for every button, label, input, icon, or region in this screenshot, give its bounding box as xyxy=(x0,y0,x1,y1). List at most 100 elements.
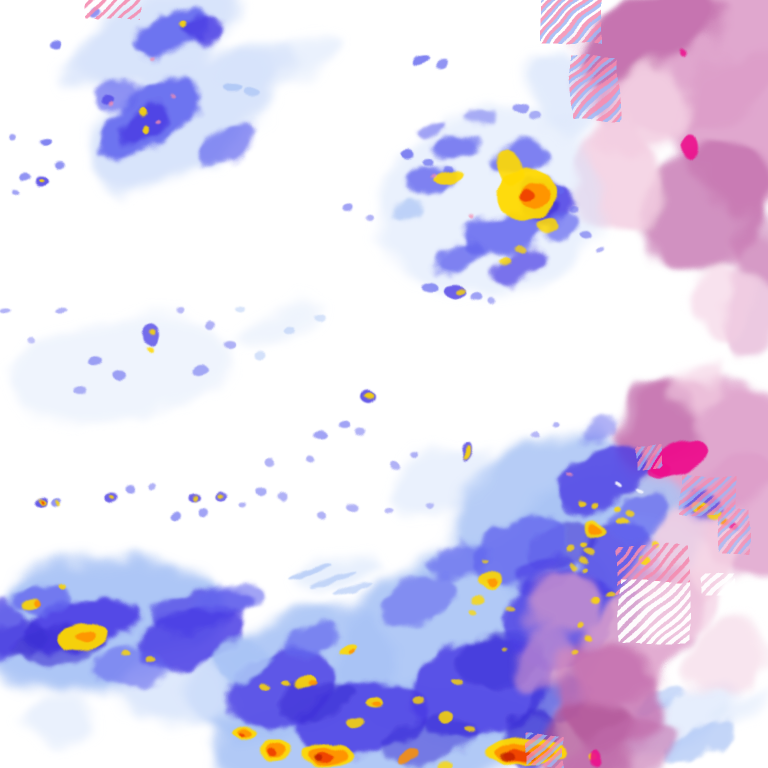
precip-cell xyxy=(426,502,434,508)
precip-cell xyxy=(581,542,589,548)
precip-cell xyxy=(240,733,246,737)
mixed-phase-hatch xyxy=(526,736,564,768)
precip-cell xyxy=(413,122,447,138)
precip-cell xyxy=(141,324,159,346)
precip-cell xyxy=(433,238,487,272)
precip-cell xyxy=(437,761,453,768)
precip-cell xyxy=(579,417,621,443)
precip-cell xyxy=(8,134,16,140)
precip-cell xyxy=(439,711,451,725)
precip-cell xyxy=(355,428,365,436)
precip-cell xyxy=(613,481,623,489)
precip-cell xyxy=(282,681,292,687)
precip-cell xyxy=(265,459,275,467)
precip-cell xyxy=(343,204,353,212)
precip-cell xyxy=(20,173,30,181)
precip-cell xyxy=(155,120,161,124)
precip-cell xyxy=(428,540,492,580)
precip-cell xyxy=(556,443,644,513)
precip-cell xyxy=(126,485,136,493)
precip-cell xyxy=(679,49,685,55)
precip-cell xyxy=(284,325,296,335)
precip-cell xyxy=(591,750,601,766)
precip-cell xyxy=(526,558,594,638)
precip-cell xyxy=(626,510,634,516)
precip-cell xyxy=(401,150,415,160)
precip-cell xyxy=(515,246,525,254)
precip-cell xyxy=(222,84,242,92)
precip-cell xyxy=(131,7,209,59)
precip-cell xyxy=(687,620,768,700)
precip-cell xyxy=(307,681,317,687)
precip-cell xyxy=(39,179,45,183)
precip-cell xyxy=(494,246,546,284)
precip-cell xyxy=(40,500,44,504)
precip-cell xyxy=(455,289,465,295)
precip-cell xyxy=(143,125,149,135)
precip-cell xyxy=(145,347,151,353)
precip-cell xyxy=(0,598,22,662)
precip-cell xyxy=(218,495,224,499)
precip-cell xyxy=(436,59,448,69)
precip-cell xyxy=(121,650,129,656)
precip-cell xyxy=(150,330,156,336)
precip-cell xyxy=(567,547,575,553)
precip-cell xyxy=(596,247,604,253)
precip-cell xyxy=(22,696,98,740)
precip-cell xyxy=(180,21,186,29)
precip-cell xyxy=(390,462,400,470)
precip-cell xyxy=(615,518,629,524)
precip-cell xyxy=(636,489,644,495)
precip-cell xyxy=(382,716,478,764)
precip-cell xyxy=(39,138,51,146)
precip-cell xyxy=(224,341,236,349)
precip-cell xyxy=(432,171,464,185)
precip-cell xyxy=(239,502,247,508)
precip-cell xyxy=(0,307,11,313)
precip-cell xyxy=(282,681,358,719)
mixed-phase-hatch xyxy=(86,0,142,18)
precip-cell xyxy=(551,422,559,428)
precip-cell xyxy=(584,637,592,643)
precip-cell xyxy=(313,755,323,761)
precip-cell xyxy=(497,150,523,186)
precip-cell xyxy=(244,88,260,96)
precip-cell xyxy=(579,557,587,563)
precip-cell xyxy=(346,649,354,655)
precip-cell xyxy=(529,111,541,119)
precip-cell xyxy=(661,718,739,762)
precip-cell xyxy=(588,525,600,535)
precip-cell xyxy=(519,630,571,690)
precip-cell xyxy=(411,54,429,66)
mixed-phase-hatch xyxy=(682,476,734,516)
mixed-phase-hatch xyxy=(634,446,664,468)
precip-cell xyxy=(486,578,498,586)
precip-cell xyxy=(572,722,678,768)
precip-cell xyxy=(463,445,471,459)
precip-cell xyxy=(467,212,473,216)
precip-cell xyxy=(317,511,327,519)
precip-cell xyxy=(499,258,511,266)
precip-cell xyxy=(578,500,586,506)
precip-cell xyxy=(237,299,323,341)
precip-cell xyxy=(205,321,215,329)
precip-cell xyxy=(169,94,175,98)
precip-cell xyxy=(309,572,355,588)
precip-cell xyxy=(430,174,436,178)
precip-cell xyxy=(366,215,374,221)
precip-cell xyxy=(278,493,288,501)
precip-cell xyxy=(139,108,147,118)
precip-cell xyxy=(55,501,59,505)
precip-cell xyxy=(468,609,476,615)
precip-cell xyxy=(339,421,351,429)
precip-cell xyxy=(688,263,748,337)
precip-cell xyxy=(383,575,457,625)
precip-cell xyxy=(113,370,127,380)
precip-cell xyxy=(567,473,573,477)
precip-cell xyxy=(376,113,604,297)
precip-cell xyxy=(412,696,424,704)
precip-cell xyxy=(76,630,96,642)
precip-cell xyxy=(670,360,730,410)
precip-cell xyxy=(346,503,358,511)
